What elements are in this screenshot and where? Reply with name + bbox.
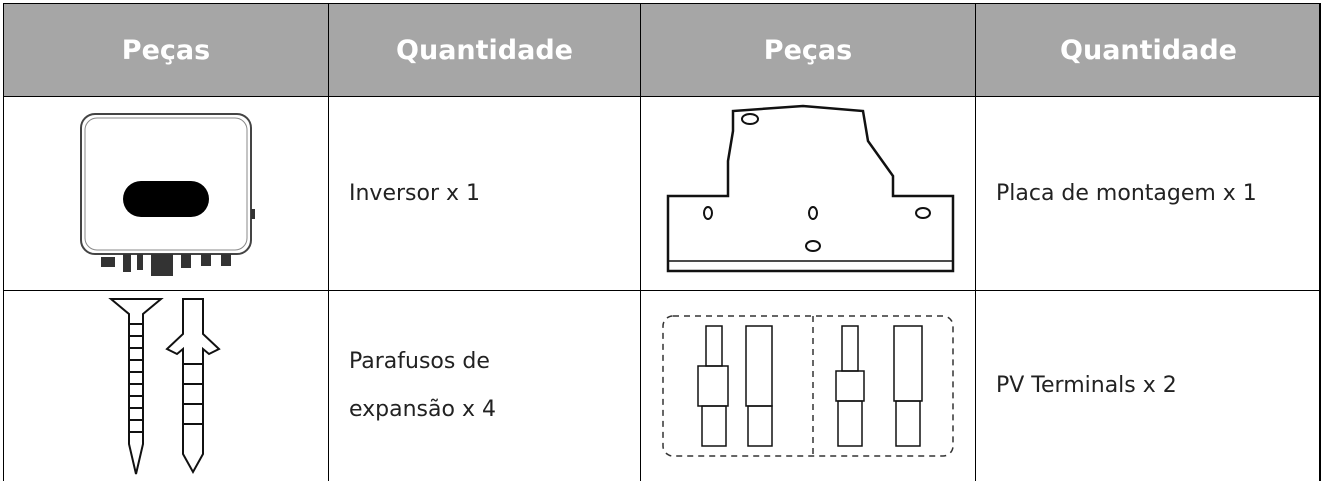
part-image: [640, 290, 975, 481]
table-border: [1319, 3, 1321, 481]
quantity-text: Inversor x 1: [349, 180, 481, 206]
header-cell: Peças: [3, 3, 328, 96]
part-image: [3, 96, 328, 290]
quantity-text: Placa de montagem x 1: [996, 180, 1257, 206]
quantity-text: PV Terminals x 2: [996, 373, 1177, 398]
header-cell: Peças: [640, 3, 975, 96]
quantity-cell: Placa de montagem x 1: [975, 96, 1321, 290]
quantity-text: Parafusos de: [349, 349, 490, 374]
quantity-cell: PV Terminals x 2: [975, 290, 1321, 481]
quantity-cell: Parafusos de expansão x 4: [328, 290, 640, 481]
header-cell: Quantidade: [328, 3, 640, 96]
quantity-text: expansão x 4: [349, 397, 496, 422]
quantity-cell: Inversor x 1: [328, 96, 640, 290]
part-image: [3, 290, 328, 481]
header-cell: Quantidade: [975, 3, 1321, 96]
part-image: [640, 96, 975, 290]
